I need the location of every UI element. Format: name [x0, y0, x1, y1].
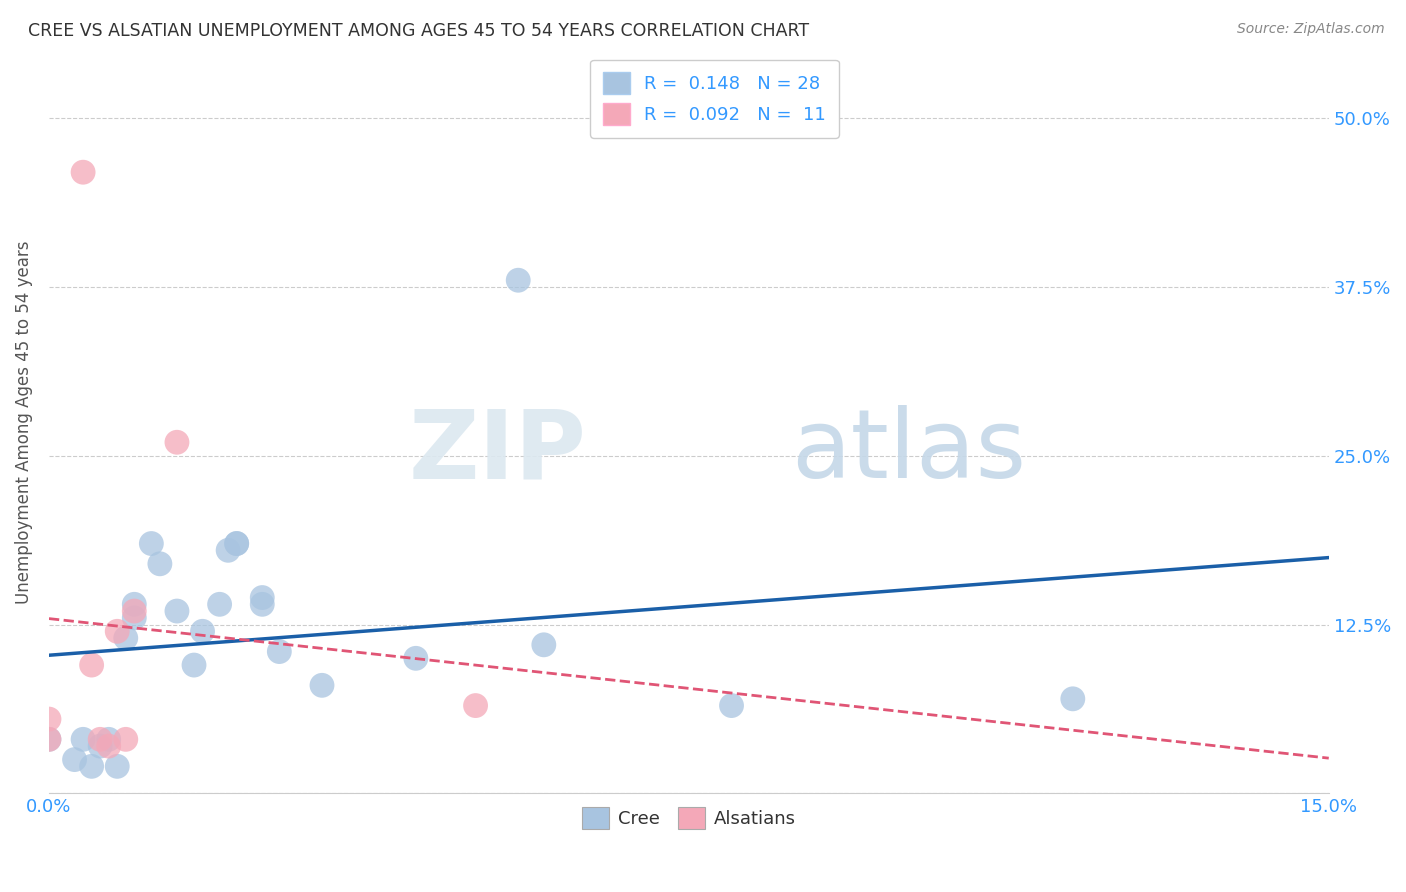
- Point: [405, 651, 427, 665]
- Text: ZIP: ZIP: [409, 405, 586, 499]
- Point: [217, 543, 239, 558]
- Text: atlas: atlas: [792, 405, 1026, 499]
- Point: [38, 732, 60, 747]
- Point: [105, 759, 128, 773]
- Point: [63, 753, 86, 767]
- Point: [97, 732, 120, 747]
- Point: [225, 536, 247, 550]
- Point: [149, 557, 172, 571]
- Point: [124, 597, 146, 611]
- Legend: Cree, Alsatians: Cree, Alsatians: [575, 800, 803, 837]
- Point: [38, 732, 60, 747]
- Point: [114, 732, 136, 747]
- Point: [166, 435, 188, 450]
- Point: [166, 604, 188, 618]
- Point: [80, 759, 103, 773]
- Point: [124, 611, 146, 625]
- Point: [311, 678, 333, 692]
- Point: [183, 658, 205, 673]
- Point: [508, 273, 530, 287]
- Point: [533, 638, 555, 652]
- Point: [114, 631, 136, 645]
- Point: [89, 739, 111, 753]
- Point: [1062, 691, 1084, 706]
- Text: Source: ZipAtlas.com: Source: ZipAtlas.com: [1237, 22, 1385, 37]
- Point: [225, 536, 247, 550]
- Point: [105, 624, 128, 639]
- Point: [252, 591, 274, 605]
- Point: [269, 644, 291, 658]
- Point: [97, 739, 120, 753]
- Point: [720, 698, 742, 713]
- Point: [89, 732, 111, 747]
- Point: [80, 658, 103, 673]
- Point: [252, 597, 274, 611]
- Point: [38, 712, 60, 726]
- Point: [124, 604, 146, 618]
- Point: [191, 624, 214, 639]
- Point: [72, 732, 94, 747]
- Point: [464, 698, 486, 713]
- Point: [72, 165, 94, 179]
- Point: [141, 536, 163, 550]
- Point: [208, 597, 231, 611]
- Text: CREE VS ALSATIAN UNEMPLOYMENT AMONG AGES 45 TO 54 YEARS CORRELATION CHART: CREE VS ALSATIAN UNEMPLOYMENT AMONG AGES…: [28, 22, 810, 40]
- Y-axis label: Unemployment Among Ages 45 to 54 years: Unemployment Among Ages 45 to 54 years: [15, 240, 32, 604]
